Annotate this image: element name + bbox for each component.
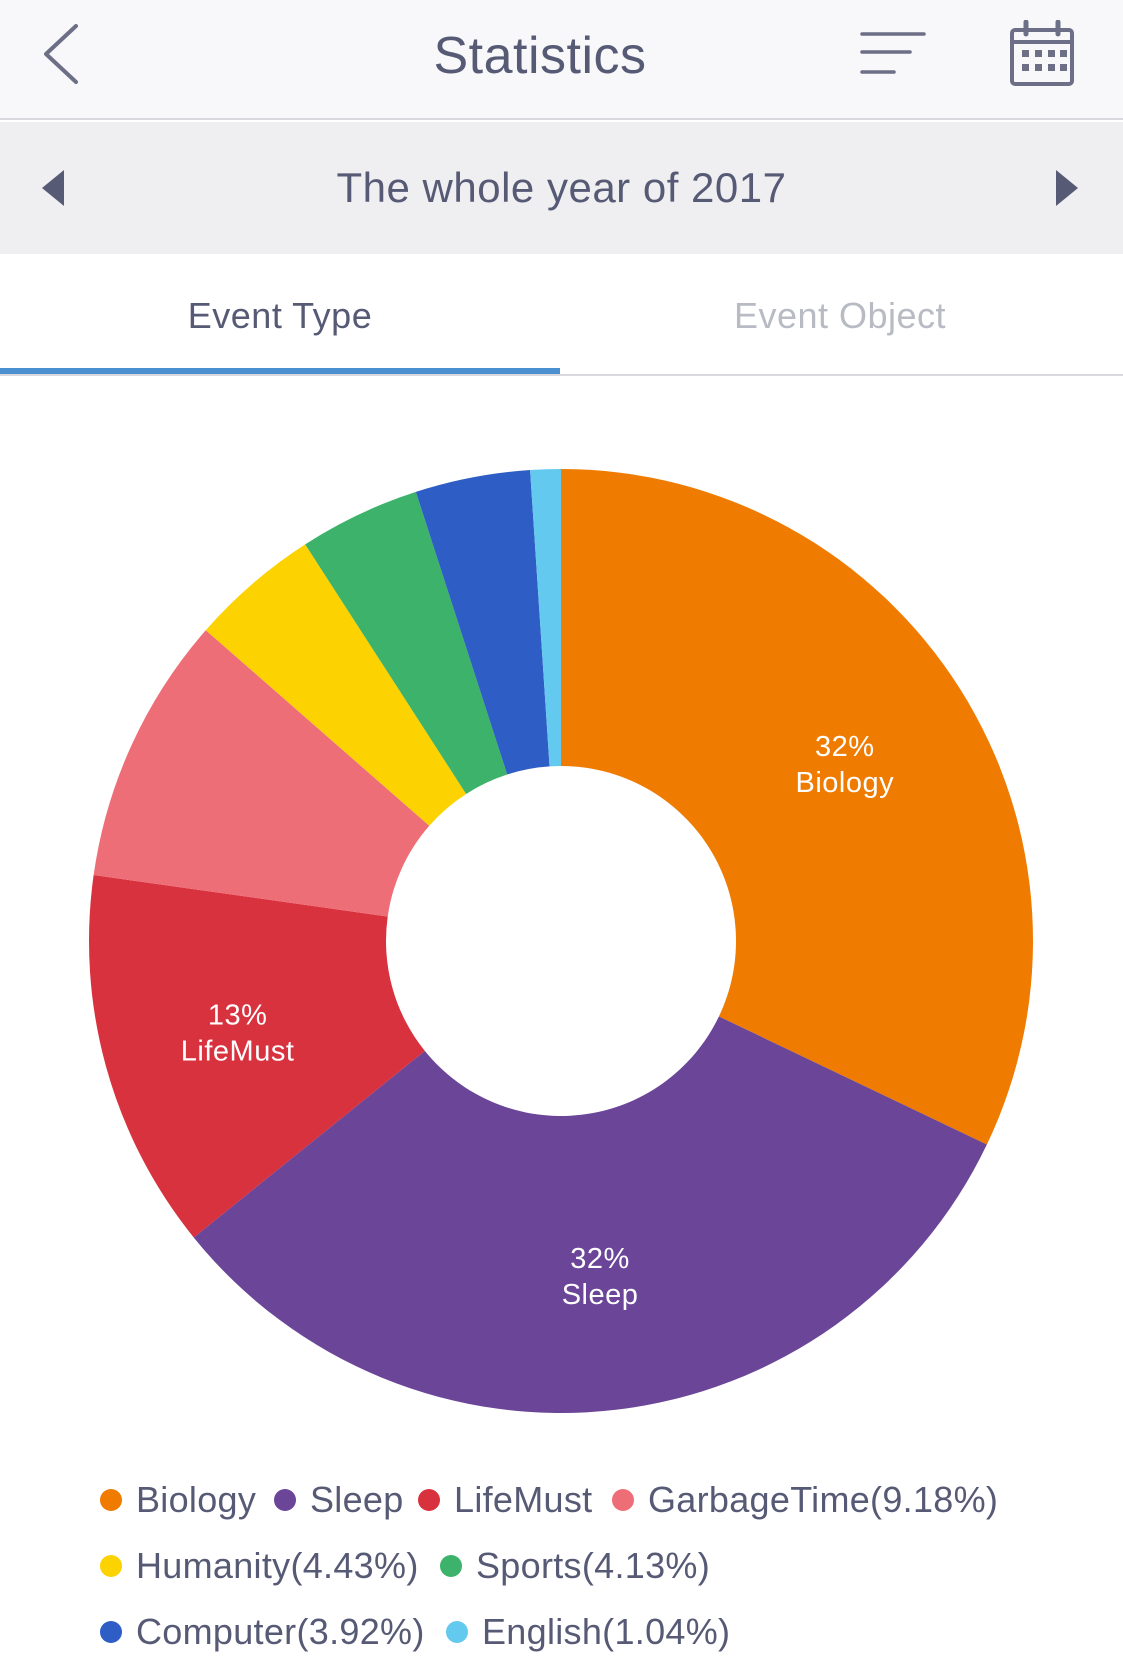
slice-garbagetime[interactable] — [93, 630, 430, 917]
slice-label-percent: 32% — [815, 731, 875, 763]
legend-dot — [100, 1489, 122, 1511]
calendar-icon[interactable] — [1008, 19, 1078, 88]
tab-event-object[interactable]: Event Object — [733, 295, 947, 336]
legend-label: GarbageTime(9.18%) — [648, 1479, 999, 1520]
legend-dot — [446, 1621, 468, 1643]
slice-label-name: Biology — [796, 767, 895, 799]
legend-dot — [100, 1555, 122, 1577]
legend-dot — [418, 1489, 440, 1511]
legend-label: Sports(4.13%) — [476, 1545, 710, 1586]
page-title: Statistics — [433, 27, 647, 85]
slice-sports[interactable] — [305, 491, 508, 794]
active-tab-indicator — [0, 368, 560, 374]
donut-chart-svg: 32% Biology 32% Sleep 13% LifeMust — [89, 469, 1033, 1413]
triangle-left-icon[interactable] — [38, 164, 70, 212]
chevron-left-icon[interactable] — [38, 20, 88, 90]
period-label: The whole year of 2017 — [336, 164, 787, 211]
slice-label-percent: 13% — [208, 999, 268, 1031]
legend-label: Biology — [136, 1479, 257, 1520]
navigation-bar: Statistics — [0, 0, 1123, 120]
slice-lifemust[interactable] — [89, 875, 425, 1238]
donut-chart: 32% Biology 32% Sleep 13% LifeMust — [0, 376, 1123, 1446]
legend-label: LifeMust — [454, 1479, 593, 1520]
slice-label-name: LifeMust — [181, 1035, 295, 1067]
tab-event-type[interactable]: Event Type — [187, 295, 373, 336]
sort-lines-icon[interactable] — [860, 28, 926, 84]
tab-bar: Event Type Event Object — [0, 254, 1123, 376]
legend-label: Computer(3.92%) — [136, 1611, 425, 1652]
legend-label: English(1.04%) — [482, 1611, 731, 1652]
legend-dot — [274, 1489, 296, 1511]
slice-label-name: Sleep — [562, 1279, 639, 1311]
triangle-right-icon[interactable] — [1050, 164, 1082, 212]
slice-computer[interactable] — [415, 470, 550, 775]
slice-sleep[interactable] — [193, 1016, 987, 1413]
legend-dot — [612, 1489, 634, 1511]
legend-label: Humanity(4.43%) — [136, 1545, 419, 1586]
slice-label-percent: 32% — [570, 1243, 630, 1275]
legend-dot — [440, 1555, 462, 1577]
slice-biology[interactable] — [561, 469, 1033, 1145]
legend-dot — [100, 1621, 122, 1643]
period-selector: The whole year of 2017 — [0, 122, 1123, 254]
legend-label: Sleep — [310, 1479, 404, 1520]
slice-english[interactable] — [530, 469, 561, 767]
slice-humanity[interactable] — [205, 544, 467, 826]
